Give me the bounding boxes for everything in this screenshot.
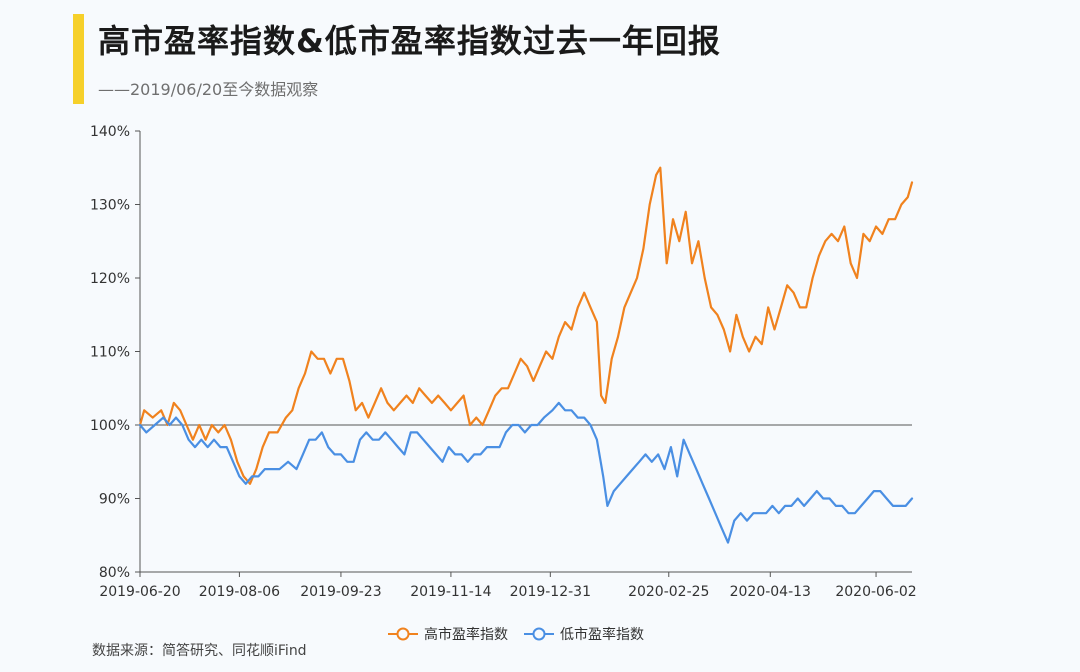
data-source-note: 数据来源：简答研究、同花顺iFind: [92, 643, 307, 659]
y-tick-label: 80%: [99, 565, 130, 581]
x-tick-label: 2019-08-06: [199, 584, 280, 600]
y-tick-label: 140%: [90, 124, 130, 140]
legend-label-low-pe: 低市盈率指数: [560, 627, 644, 643]
title-accent-bar: [73, 14, 84, 104]
page-subtitle: ——2019/06/20至今数据观察: [98, 80, 319, 99]
x-tick-label: 2019-11-14: [410, 584, 491, 600]
x-tick-label: 2020-02-25: [628, 584, 709, 600]
series-line-high-pe: [138, 166, 914, 485]
series-line-low-pe: [138, 401, 914, 544]
y-tick-label: 90%: [99, 492, 130, 508]
x-tick-label: 2020-06-02: [835, 584, 916, 600]
x-tick-label: 2019-12-31: [510, 584, 591, 600]
y-tick-label: 110%: [90, 345, 130, 361]
x-tick-label: 2019-06-20: [99, 584, 180, 600]
y-tick-label: 120%: [90, 271, 130, 287]
legend-item-high-pe: 高市盈率指数: [388, 624, 508, 644]
legend-marker-low-pe: [524, 627, 554, 641]
page-title: 高市盈率指数&低市盈率指数过去一年回报: [98, 22, 721, 60]
legend-marker-high-pe: [388, 627, 418, 641]
legend-label-high-pe: 高市盈率指数: [424, 627, 508, 643]
x-tick-label: 2019-09-23: [300, 584, 381, 600]
y-tick-label: 100%: [90, 418, 130, 434]
x-tick-label: 2020-04-13: [730, 584, 811, 600]
y-tick-label: 130%: [90, 198, 130, 214]
chart-legend: 高市盈率指数 低市盈率指数: [388, 624, 644, 644]
legend-item-low-pe: 低市盈率指数: [524, 624, 644, 644]
